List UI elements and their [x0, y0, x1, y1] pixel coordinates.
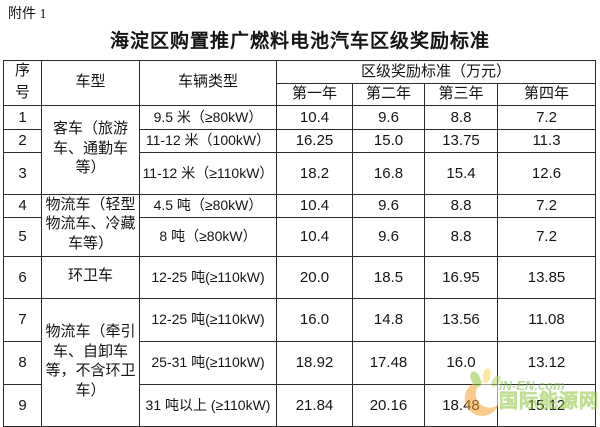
page-title: 海淀区购置推广燃料电池汽车区级奖励标准 [109, 31, 490, 52]
value-cell: 7.2 [496, 193, 597, 218]
value-cell: 16.95 [424, 255, 498, 299]
value-cell: 13.12 [496, 340, 597, 385]
energy-site-logo-icon [461, 368, 507, 423]
table-row: 1 客车（旅游车、通勤车等） 9.5 米（≥80kW） 10.4 9.6 8.8… [3, 104, 597, 195]
table-row: 6 环卫车 12-25 吨(≥110kW) 20.0 18.5 16.95 13… [3, 255, 597, 299]
seq-cell: 4 [3, 193, 42, 218]
vehicle-group-cell: 物流车（轻型物流车、冷藏车等） [41, 193, 140, 257]
vehicle-type-cell: 11-12 米（100kW） [139, 128, 277, 153]
value-cell: 18.92 [276, 340, 353, 385]
value-cell: 21.84 [276, 383, 353, 427]
vehicle-group-cell: 物流车（牵引车、自卸车等，不含环卫车） [41, 297, 140, 427]
value-cell: 10.4 [276, 193, 353, 218]
value-cell: 15.0 [352, 128, 425, 153]
header-year-4: 第四年 [496, 82, 597, 106]
seq-cell: 8 [3, 340, 42, 385]
watermark-site-name: 国际能源网 [498, 390, 599, 412]
seq-cell: 2 [3, 128, 42, 153]
value-cell: 8.8 [424, 104, 498, 130]
table-row: 7 物流车（牵引车、自卸车等，不含环卫车） 12-25 吨(≥110kW) 16… [3, 297, 597, 427]
table-row: 8 25-31 吨(≥110kW) 18.92 17.48 16.0 13.12 [3, 340, 597, 385]
value-cell: 15.4 [424, 151, 498, 195]
vehicle-type-cell: 4.5 吨（≥80kW） [139, 193, 277, 218]
seq-cell: 7 [3, 297, 42, 342]
header-seq: 序号 [3, 60, 42, 106]
value-cell: 10.4 [276, 216, 353, 257]
value-cell: 20.16 [352, 383, 425, 427]
value-cell: 16.25 [276, 128, 353, 153]
value-cell: 9.6 [352, 193, 425, 218]
value-cell: 15.12 [496, 383, 597, 427]
header-vehicle-type: 车辆类型 [139, 60, 277, 106]
seq-cell: 1 [3, 104, 42, 130]
header-year-3: 第三年 [424, 82, 498, 106]
value-cell: 16.8 [352, 151, 425, 195]
value-cell: 11.3 [496, 128, 597, 153]
table-row: 4 物流车（轻型物流车、冷藏车等） 4.5 吨（≥80kW） 10.4 9.6 … [3, 193, 597, 257]
watermark: IN-EN.com 国际能源网 [461, 368, 599, 423]
value-cell: 9.6 [352, 216, 425, 257]
value-cell: 14.8 [352, 297, 425, 342]
value-cell: 18.2 [276, 151, 353, 195]
value-cell: 16.0 [276, 297, 353, 342]
value-cell: 9.6 [352, 104, 425, 130]
vehicle-type-cell: 31 吨以上 (≥110kW) [139, 383, 277, 427]
watermark-brand: IN-EN.com [498, 377, 565, 393]
vehicle-type-cell: 25-31 吨(≥110kW) [139, 340, 277, 385]
table-row: 3 11-12 米（≥110kW） 18.2 16.8 15.4 12.6 [3, 151, 597, 195]
value-cell: 20.0 [276, 255, 353, 299]
table-row: 2 11-12 米（100kW） 16.25 15.0 13.75 11.3 [3, 128, 597, 153]
vehicle-type-cell: 12-25 吨(≥110kW) [139, 297, 277, 342]
vehicle-type-cell: 12-25 吨(≥110kW) [139, 255, 277, 299]
value-cell: 12.6 [496, 151, 597, 195]
value-cell: 8.8 [424, 193, 498, 218]
vehicle-group-cell: 环卫车 [41, 255, 140, 299]
seq-cell: 6 [3, 255, 42, 299]
reward-table: 序号 车型 车辆类型 区级奖励标准（万元） 第一年 第二年 第三年 第四年 1 … [3, 60, 597, 427]
value-cell: 11.08 [496, 297, 597, 342]
value-cell: 17.48 [352, 340, 425, 385]
vehicle-group-cell: 客车（旅游车、通勤车等） [41, 104, 140, 195]
value-cell: 7.2 [496, 104, 597, 130]
value-cell: 13.75 [424, 128, 498, 153]
header-year-2: 第二年 [352, 82, 425, 106]
seq-cell: 9 [3, 383, 42, 427]
value-cell: 13.85 [496, 255, 597, 299]
value-cell: 10.4 [276, 104, 353, 130]
seq-cell: 5 [3, 216, 42, 257]
value-cell: 7.2 [496, 216, 597, 257]
value-cell: 8.8 [424, 216, 498, 257]
header-year-1: 第一年 [276, 82, 353, 106]
header-vehicle: 车型 [41, 60, 140, 106]
value-cell: 18.5 [352, 255, 425, 299]
vehicle-type-cell: 9.5 米（≥80kW） [139, 104, 277, 130]
value-cell: 13.56 [424, 297, 498, 342]
header-reward-group: 区级奖励标准（万元） [275, 60, 597, 84]
seq-cell: 3 [3, 151, 42, 195]
attachment-label: 附件 1 [8, 7, 47, 22]
watermark-text: IN-EN.com 国际能源网 [499, 379, 599, 413]
header-row-top: 序号 车型 车辆类型 区级奖励标准（万元） [3, 60, 597, 106]
vehicle-type-cell: 8 吨（≥80kW） [139, 216, 277, 257]
table-row: 5 8 吨（≥80kW） 10.4 9.6 8.8 7.2 [3, 216, 597, 257]
header-row-years: 第一年 第二年 第三年 第四年 [4, 82, 597, 106]
vehicle-type-cell: 11-12 米（≥110kW） [139, 151, 277, 195]
